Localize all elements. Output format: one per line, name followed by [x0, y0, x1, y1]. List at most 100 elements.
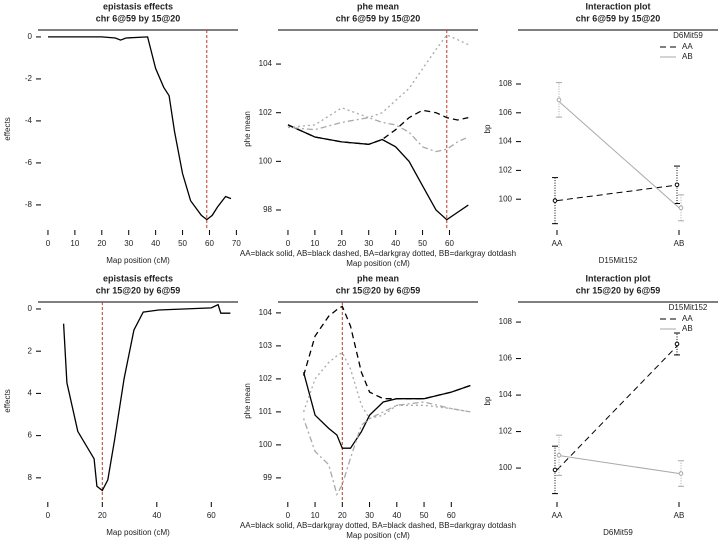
y-tick-label: 98 — [263, 205, 272, 214]
panel-subtitle: chr 15@20 by 6@59 — [336, 285, 421, 295]
x-tick-label: 50 — [418, 239, 427, 248]
mean-point — [552, 198, 558, 203]
mean-point — [552, 467, 558, 473]
x-tick-label: 50 — [178, 239, 187, 248]
panel-title: Interaction plot — [586, 273, 651, 283]
x-tick-label: 20 — [337, 239, 346, 248]
interaction-line — [556, 99, 680, 209]
x-tick-label: 30 — [124, 239, 133, 248]
y-tick-label: 101 — [259, 407, 273, 416]
panel-title: phe mean — [357, 1, 399, 11]
x-tick-label: 70 — [232, 239, 241, 248]
panel-subtitle: chr 6@59 by 15@20 — [336, 13, 421, 23]
y-tick-label: 6 — [28, 431, 33, 440]
y-axis-title: bp — [483, 396, 492, 405]
panel: Interaction plot chr 6@59 by 15@20 100 102 1… — [483, 1, 718, 265]
panel-subtitle: chr 15@20 by 6@59 — [96, 285, 181, 295]
x-axis-title: D6Mit59 — [603, 528, 633, 537]
x-tick-label: 50 — [420, 511, 429, 520]
x-tick-label: 0 — [286, 239, 291, 248]
x-tick-label: 0 — [46, 511, 51, 520]
y-tick-label: 102 — [259, 374, 273, 383]
panel: epistasis effects chr 6@59 by 15@20 0 -2 -4 -… — [3, 1, 241, 265]
x-axis-title: Map position (cM) — [106, 528, 170, 537]
panel-subtitle: chr 6@59 by 15@20 — [96, 13, 181, 23]
effect-line — [62, 303, 231, 492]
x-tick-label: 0 — [46, 239, 51, 248]
x-tick-label: 40 — [152, 511, 161, 520]
x-tick-label: 10 — [70, 239, 79, 248]
y-tick-label: 0 — [28, 32, 33, 41]
y-tick-label: 108 — [499, 317, 513, 326]
panel: Interaction plot chr 15@20 by 6@59 100 102 1… — [483, 273, 718, 537]
x-tick-label: AA — [552, 239, 563, 248]
mean-point — [674, 182, 680, 188]
y-axis-title: phe mean — [243, 383, 252, 419]
y-tick-label: 104 — [259, 59, 273, 68]
x-tick-label: 40 — [151, 239, 160, 248]
panel-title: phe mean — [357, 273, 399, 283]
interaction-line — [556, 184, 680, 202]
mean-line — [302, 305, 471, 400]
x-tick-label: AB — [674, 511, 685, 520]
y-tick-label: 106 — [499, 108, 513, 117]
x-tick-label: 10 — [310, 239, 319, 248]
x-tick-label: 20 — [98, 511, 107, 520]
mean-line — [287, 34, 469, 128]
panel-title: epistasis effects — [103, 1, 173, 11]
legend-title: D15Mit152 — [669, 303, 708, 312]
x-tick-label: 20 — [338, 511, 347, 520]
x-tick-label: 60 — [205, 239, 214, 248]
legend-label: AB — [682, 324, 693, 333]
mean-point — [556, 97, 562, 103]
y-tick-label: 100 — [499, 463, 513, 472]
x-tick-label: 60 — [447, 511, 456, 520]
y-tick-label: 104 — [499, 137, 513, 146]
y-tick-label: 2 — [28, 346, 33, 355]
x-tick-label: 30 — [365, 511, 374, 520]
panel-subtitle: chr 6@59 by 15@20 — [576, 13, 661, 23]
y-tick-label: -6 — [25, 158, 33, 167]
mean-line — [302, 351, 471, 420]
legend-title: D6Mit59 — [673, 31, 703, 40]
y-tick-label: 99 — [263, 473, 272, 482]
y-tick-label: 106 — [499, 354, 513, 363]
y-tick-label: 4 — [28, 389, 33, 398]
x-tick-label: 20 — [97, 239, 106, 248]
y-tick-label: 102 — [259, 108, 273, 117]
y-tick-label: 100 — [499, 194, 513, 203]
mean-point — [674, 341, 680, 347]
line-key: AA=black solid, AB=darkgray dotted, BA=b… — [240, 521, 516, 530]
x-tick-label: 10 — [311, 511, 320, 520]
y-axis-title: effects — [3, 389, 12, 412]
mean-point — [678, 471, 684, 476]
x-tick-label: 40 — [391, 239, 400, 248]
y-axis-title: effects — [3, 117, 12, 140]
x-tick-label: AA — [552, 511, 563, 520]
x-axis-title: Map position (cM) — [346, 259, 410, 268]
y-axis-title: phe mean — [243, 111, 252, 147]
legend-label: AA — [682, 314, 693, 323]
mean-line — [302, 401, 471, 497]
y-tick-label: -2 — [25, 74, 33, 83]
x-axis-title: D15Mit152 — [599, 256, 638, 265]
x-axis-title: Map position (cM) — [346, 531, 410, 540]
y-tick-label: 100 — [259, 156, 273, 165]
interaction-line — [556, 454, 680, 474]
y-tick-label: 108 — [499, 79, 513, 88]
mean-line — [287, 109, 469, 145]
x-axis-title: Map position (cM) — [106, 256, 170, 265]
mean-line — [302, 372, 471, 449]
legend-label: AB — [682, 52, 693, 61]
panel-title: Interaction plot — [586, 1, 651, 11]
y-tick-label: 104 — [259, 308, 273, 317]
mean-line — [287, 124, 469, 221]
mean-point — [556, 452, 562, 458]
mean-point — [678, 205, 684, 211]
y-tick-label: 100 — [259, 440, 273, 449]
y-tick-label: 102 — [499, 166, 513, 175]
y-tick-label: 102 — [499, 427, 513, 436]
